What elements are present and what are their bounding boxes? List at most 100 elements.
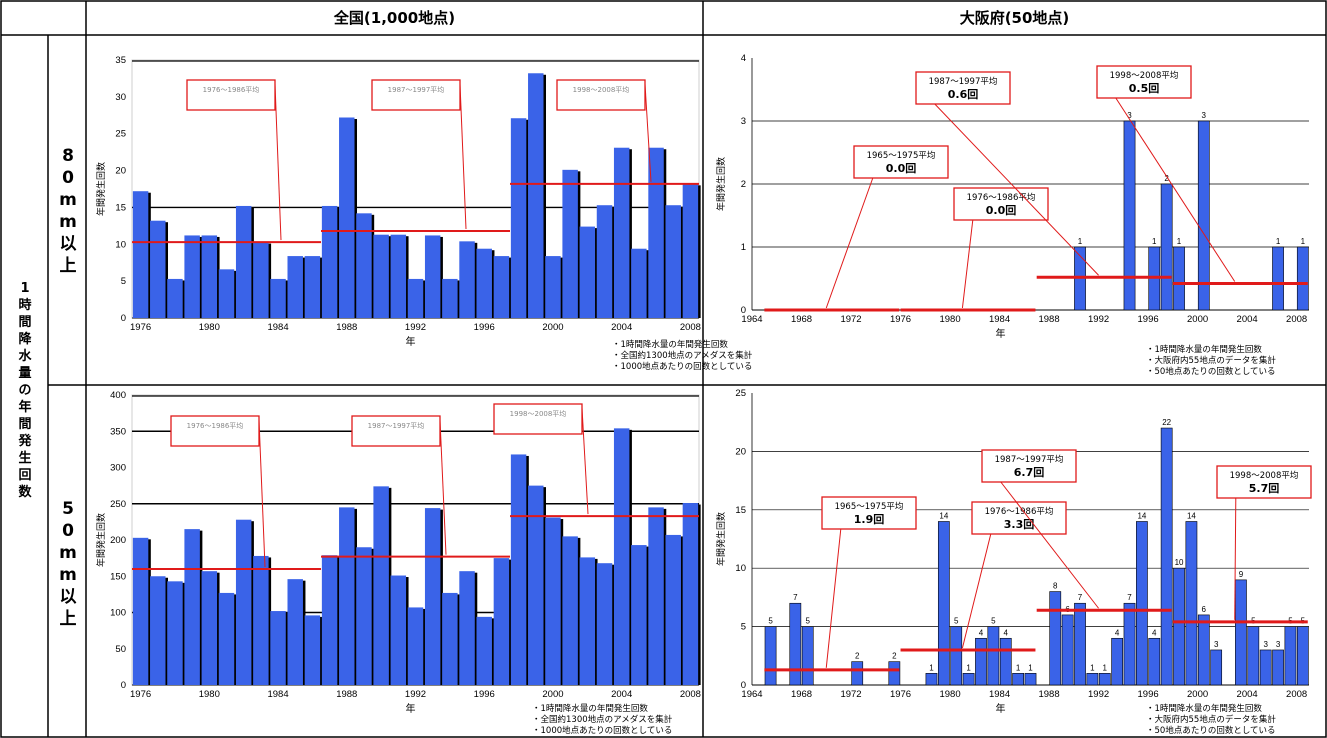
- x-tick-label: 1976: [890, 689, 911, 700]
- bar: [1136, 521, 1148, 686]
- bar: [270, 611, 286, 685]
- callout-box: [170, 415, 260, 447]
- callout-box: [556, 79, 646, 111]
- average-callout: 1976～1986平均: [186, 79, 282, 241]
- y-tick-label: 400: [110, 390, 126, 401]
- bar: [1148, 637, 1161, 686]
- notes-osaka-80: ・1時間降水量の年間発生回数 ・大阪府内55地点のデータを集計 ・50地点あたり…: [1146, 345, 1276, 378]
- bar-value-label: 5: [991, 617, 996, 626]
- callout-box: [186, 79, 276, 111]
- bar: [304, 615, 321, 685]
- chart-national-50: 0 50 100 150 200 250 300 350 400 1976 1980 1984 1988…: [87, 386, 702, 737]
- x-tick-label: 2000: [542, 322, 563, 333]
- x-tick-label: 1996: [1138, 314, 1159, 325]
- row-title-char: 時: [18, 298, 32, 313]
- y-tick-label: 250: [110, 499, 126, 510]
- bar: [1098, 673, 1111, 686]
- bar: [339, 117, 355, 318]
- bar-value-label: 1: [1028, 663, 1033, 672]
- bar: [648, 147, 664, 318]
- bar: [987, 626, 1000, 686]
- note-line: ・1000地点あたりの回数としている: [612, 362, 753, 372]
- y-tick-label: 5: [741, 622, 746, 633]
- bar: [132, 191, 149, 318]
- bar: [339, 507, 355, 685]
- x-tick-label: 1984: [267, 689, 288, 700]
- row-title-char: 間: [18, 315, 32, 330]
- bar-value-label: 7: [793, 593, 798, 602]
- callout-box: [915, 71, 1011, 105]
- bar: [390, 234, 407, 318]
- bar-value-label: 3: [1214, 640, 1219, 649]
- x-tick-label: 2008: [1286, 314, 1307, 325]
- bar: [287, 256, 303, 318]
- row2-label-char: m: [59, 565, 77, 585]
- y-tick-label: 100: [110, 608, 126, 619]
- average-callout: 1976～1986平均: [170, 415, 266, 568]
- chart-svg: 0 5 10 15 20 25 30 35 1976 1980 1984 1988 1992 1996 20…: [95, 55, 701, 348]
- bar-value-label: 1: [1152, 237, 1157, 246]
- bar: [1210, 649, 1223, 686]
- bar-value-label: 22: [1162, 418, 1171, 427]
- y-tick-label: 4: [741, 53, 746, 64]
- note-line: ・1時間降水量の年間発生回数: [1146, 704, 1262, 714]
- y-tick-label: 25: [735, 388, 746, 399]
- bar: [999, 637, 1012, 686]
- callout-period-label: 1976～1986平均: [967, 192, 1036, 203]
- note-line: ・50地点あたりの回数としている: [1146, 367, 1276, 377]
- row1-label-char: 上: [59, 256, 77, 276]
- x-tick-label: 1992: [405, 689, 426, 700]
- row2-label-char: m: [59, 543, 77, 563]
- y-tick-label: 200: [110, 535, 126, 546]
- row-title-char: 回: [18, 468, 32, 483]
- note-line: ・1000地点あたりの回数としている: [532, 726, 673, 736]
- header-osaka: 大阪府(50地点): [959, 9, 1070, 27]
- bar: [665, 534, 681, 685]
- bar: [407, 278, 424, 318]
- x-tick-label: 1968: [791, 314, 812, 325]
- bar-value-label: 7: [1078, 593, 1083, 602]
- y-tick-label: 0: [121, 680, 126, 691]
- note-line: ・大阪府内55地点のデータを集計: [1146, 356, 1276, 366]
- callout-box: [493, 403, 583, 435]
- bar: [975, 637, 987, 686]
- bar: [201, 235, 218, 318]
- row-title-char: 降: [18, 332, 32, 347]
- x-tick-label: 1980: [939, 689, 960, 700]
- callout-box: [351, 415, 441, 447]
- x-axis-title: 年: [996, 327, 1006, 340]
- bar-value-label: 5: [954, 617, 959, 626]
- x-axis-title: 年: [996, 702, 1006, 715]
- callout-period-label: 1998～2008平均: [510, 409, 567, 418]
- bar: [925, 673, 938, 686]
- x-tick-label: 2000: [1187, 689, 1208, 700]
- x-tick-label: 2004: [1237, 314, 1258, 325]
- bar: [424, 235, 441, 318]
- bar: [1296, 246, 1309, 311]
- row-title-char: 量: [18, 366, 32, 381]
- bar: [789, 602, 802, 686]
- bar: [1111, 637, 1124, 686]
- x-tick-label: 2008: [680, 322, 701, 333]
- y-tick-label: 25: [115, 129, 126, 140]
- x-tick-label: 2004: [611, 689, 632, 700]
- bar: [167, 581, 183, 685]
- x-tick-label: 2004: [611, 322, 632, 333]
- callout-box: [821, 496, 917, 530]
- bar-value-label: 1: [1016, 663, 1021, 672]
- bar-value-label: 1: [1103, 663, 1108, 672]
- bar: [801, 626, 814, 686]
- bar: [1061, 614, 1074, 686]
- bar: [1259, 649, 1272, 686]
- callout-period-label: 1976～1986平均: [203, 85, 260, 94]
- chart-national-80: 0 5 10 15 20 25 30 35 1976 1980 1984 1988 1992 1996 20…: [87, 36, 702, 384]
